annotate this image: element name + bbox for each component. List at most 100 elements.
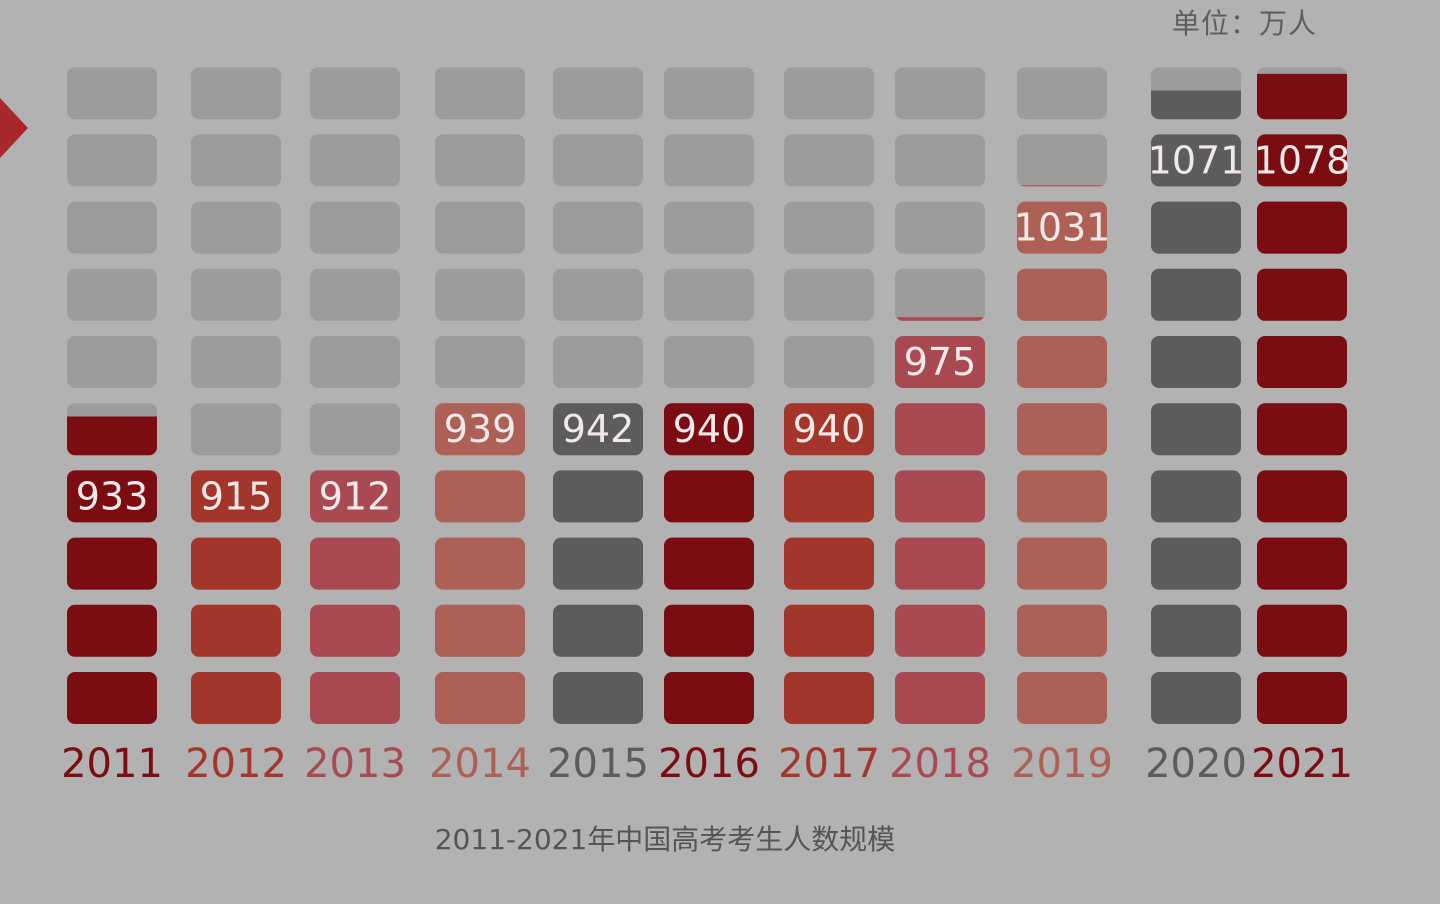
filled-block <box>1151 90 1241 120</box>
empty-block <box>553 67 643 120</box>
filled-block <box>895 672 985 724</box>
filled-block <box>896 317 984 321</box>
filled-block <box>435 604 525 657</box>
filled-block <box>435 403 525 456</box>
value-label: 933 <box>76 474 149 518</box>
filled-block <box>664 470 754 523</box>
filled-block <box>1257 201 1347 254</box>
empty-block <box>664 268 754 321</box>
value-label: 912 <box>319 474 392 518</box>
empty-block <box>435 201 525 254</box>
empty-block <box>435 67 525 120</box>
empty-block <box>553 268 643 321</box>
filled-block <box>553 672 643 724</box>
empty-block <box>191 134 281 187</box>
value-label: 940 <box>673 407 746 451</box>
empty-block <box>67 336 157 388</box>
filled-block <box>310 672 400 724</box>
empty-block <box>895 201 985 254</box>
empty-block <box>67 134 157 187</box>
unit-label: 单位：万人 <box>1172 7 1318 40</box>
column-2013: 912 2013 <box>304 67 406 787</box>
filled-block <box>895 403 985 456</box>
empty-block <box>895 67 985 120</box>
empty-block <box>784 134 874 187</box>
filled-block <box>784 604 874 657</box>
column-2011: 933 2011 <box>61 67 163 787</box>
empty-block <box>67 268 157 321</box>
filled-block <box>1257 604 1347 657</box>
year-label: 2020 <box>1145 741 1247 787</box>
empty-block <box>67 67 157 120</box>
filled-block <box>1151 336 1241 388</box>
filled-block <box>191 604 281 657</box>
filled-block <box>784 470 874 523</box>
column-2015: 942 2015 <box>547 67 649 787</box>
empty-block <box>664 201 754 254</box>
empty-block <box>553 336 643 388</box>
filled-block <box>435 470 525 523</box>
year-label: 2013 <box>304 741 406 787</box>
filled-block <box>553 604 643 657</box>
empty-block <box>1017 134 1107 187</box>
column-2018: 975 2018 <box>889 67 991 787</box>
column-2017: 940 2017 <box>778 67 880 787</box>
year-label: 2016 <box>658 741 760 787</box>
filled-block <box>1257 134 1347 187</box>
filled-block <box>1017 672 1107 724</box>
filled-block <box>1257 537 1347 590</box>
column-2012: 915 2012 <box>185 67 287 787</box>
filled-block <box>1151 672 1241 724</box>
empty-block <box>310 201 400 254</box>
empty-block <box>191 336 281 388</box>
filled-block <box>1017 403 1107 456</box>
filled-block <box>435 537 525 590</box>
filled-block <box>1257 73 1347 120</box>
empty-block <box>435 336 525 388</box>
empty-block <box>553 134 643 187</box>
empty-block <box>1017 67 1107 120</box>
empty-block <box>191 201 281 254</box>
filled-block <box>1017 336 1107 388</box>
filled-block <box>553 403 643 456</box>
filled-block <box>1257 403 1347 456</box>
filled-block <box>1257 470 1347 523</box>
filled-block <box>1020 184 1104 187</box>
filled-block <box>1151 537 1241 590</box>
filled-block <box>895 604 985 657</box>
filled-block <box>1017 604 1107 657</box>
year-label: 2018 <box>889 741 991 787</box>
filled-block <box>1017 470 1107 523</box>
empty-block <box>435 268 525 321</box>
filled-block <box>310 537 400 590</box>
filled-block <box>1017 537 1107 590</box>
filled-block <box>1257 672 1347 724</box>
column-2014: 939 2014 <box>429 67 531 787</box>
value-label: 1071 <box>1148 138 1245 182</box>
arrow-marker-icon <box>0 98 28 158</box>
empty-block <box>67 201 157 254</box>
filled-block <box>664 672 754 724</box>
filled-block <box>895 537 985 590</box>
filled-block <box>435 672 525 724</box>
empty-block <box>784 67 874 120</box>
value-label: 939 <box>444 407 517 451</box>
filled-block <box>1257 268 1347 321</box>
empty-block <box>191 67 281 120</box>
year-label: 2017 <box>778 741 880 787</box>
value-label: 1078 <box>1254 138 1351 182</box>
value-label: 975 <box>904 340 977 384</box>
filled-block <box>67 537 157 590</box>
empty-block <box>784 268 874 321</box>
year-label: 2019 <box>1011 741 1113 787</box>
column-2016: 940 2016 <box>658 67 760 787</box>
empty-block <box>664 134 754 187</box>
empty-block <box>310 336 400 388</box>
filled-block <box>1151 470 1241 523</box>
filled-block <box>553 537 643 590</box>
year-label: 2014 <box>429 741 531 787</box>
empty-block <box>191 403 281 456</box>
column-2019: 1031 2019 <box>1011 67 1113 787</box>
filled-block <box>67 604 157 657</box>
